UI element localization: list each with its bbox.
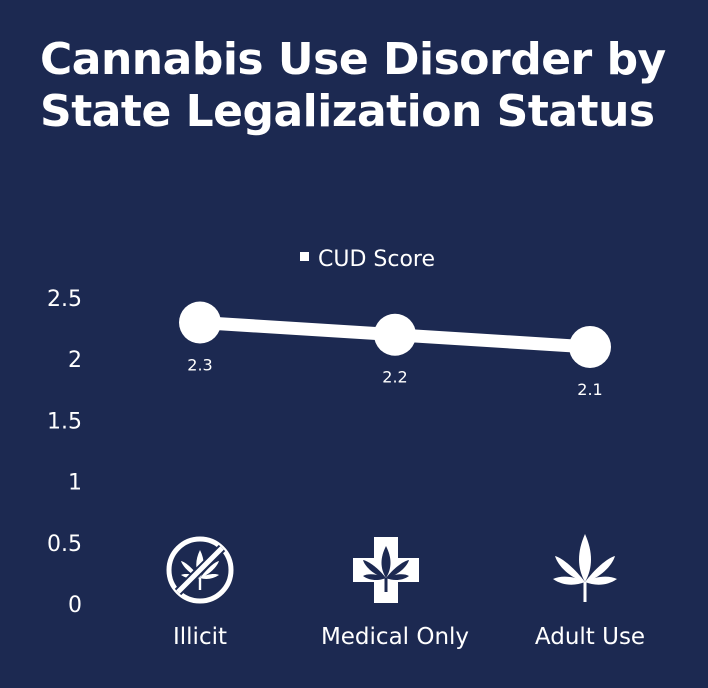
prohibited-cannabis-icon: [166, 536, 234, 604]
data-point: [569, 325, 611, 368]
data-point: [374, 313, 416, 356]
legend-marker: [300, 252, 309, 261]
y-tick-label: 2.5: [47, 287, 82, 312]
data-label: 2.3: [187, 355, 212, 374]
cannabis-leaf-icon: [553, 534, 617, 602]
data-label: 2.2: [382, 368, 407, 387]
y-tick-label: 1: [68, 471, 82, 496]
category-label: Medical Only: [321, 624, 469, 650]
y-tick-label: 2: [68, 348, 82, 373]
category-labels: Illicit Medical Only Adult Use: [173, 624, 645, 650]
y-tick-label: 0: [68, 593, 82, 618]
category-label: Adult Use: [535, 624, 645, 650]
y-tick-label: 0.5: [47, 532, 82, 557]
legend-label: CUD Score: [318, 247, 435, 272]
legend: CUD Score: [300, 247, 435, 272]
medical-cross-cannabis-icon: [353, 537, 419, 603]
data-points: [179, 301, 611, 368]
data-labels: 2.3 2.2 2.1: [187, 355, 602, 398]
y-tick-label: 1.5: [47, 409, 82, 434]
category-label: Illicit: [173, 624, 227, 650]
y-axis-ticks: 0 0.5 1 1.5 2 2.5: [47, 287, 82, 618]
data-label: 2.1: [577, 380, 602, 399]
chart-title: Cannabis Use Disorder by State Legalizat…: [40, 34, 666, 137]
data-point: [179, 301, 221, 344]
